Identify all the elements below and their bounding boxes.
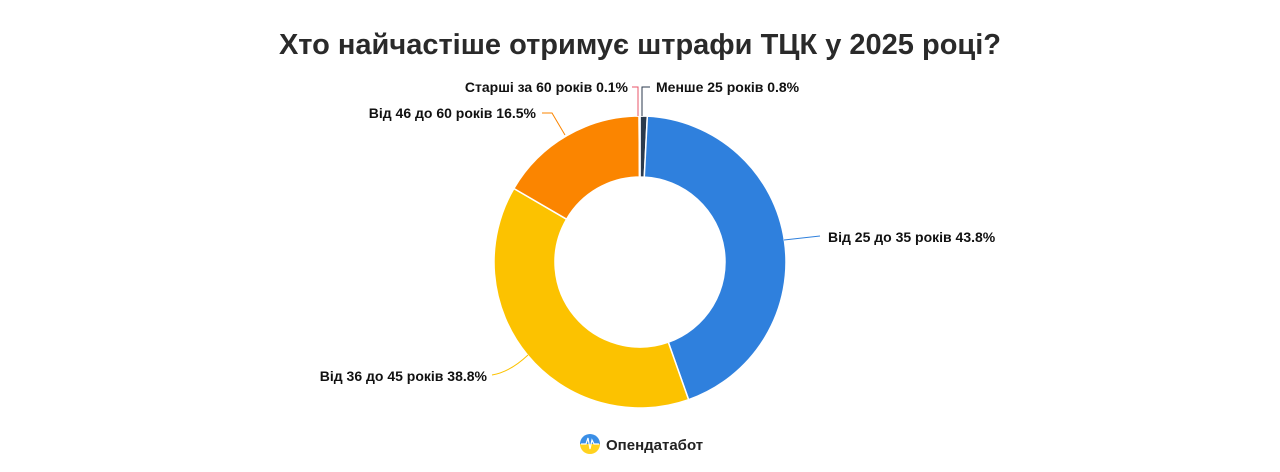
leader-line-over-60 [632,86,639,116]
donut-slice-5 [638,115,641,178]
donut-slice-2 [643,115,787,401]
data-label-46-60: Від 46 до 60 років 16.5% [369,105,537,121]
data-label-over-60: Старші за 60 років 0.1% [465,79,629,95]
brand-name: Опендатабот [606,437,703,454]
leader-line-46-60 [542,112,566,136]
leader-line-25-35 [783,235,821,241]
leader-line-under-25 [641,86,650,116]
data-label-under-25: Менше 25 років 0.8% [656,79,800,95]
data-label-36-45: Від 36 до 45 років 38.8% [320,368,488,384]
donut-slice-3 [493,187,690,409]
chart-title: Хто найчастіше отримує штрафи ТЦК у 2025… [279,29,1001,61]
leader-line-36-45 [491,354,529,376]
opendatabot-logo [580,434,600,454]
data-label-25-35: Від 25 до 35 років 43.8% [828,229,996,245]
